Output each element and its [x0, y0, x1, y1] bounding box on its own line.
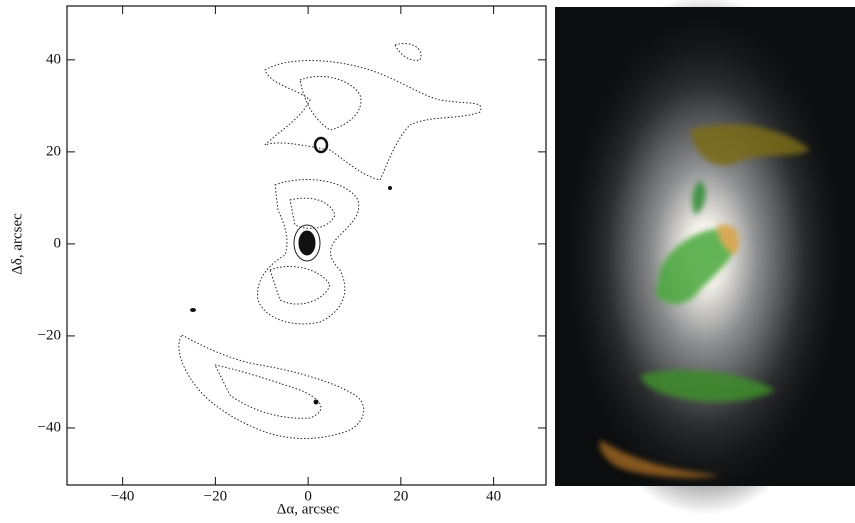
- y-tick-label: 20: [46, 143, 61, 159]
- x-tick-label: 0: [304, 488, 312, 504]
- y-tick-label: −20: [38, 327, 61, 343]
- knot: [315, 138, 327, 152]
- y-tick-label: 0: [54, 235, 62, 251]
- contours: [179, 43, 481, 438]
- x-tick-label: 20: [393, 488, 408, 504]
- y-tick-label: −40: [38, 419, 61, 435]
- y-tick-label: 40: [46, 51, 61, 67]
- page: Δα, arcsec Δδ, arcsec −40−2002040−40−200…: [0, 0, 855, 523]
- x-tick-label: −20: [204, 488, 227, 504]
- x-tick-label: 40: [486, 488, 501, 504]
- y-axis-label: Δδ, arcsec: [9, 213, 25, 275]
- x-tick-label: −40: [111, 488, 134, 504]
- galaxy-image: [555, 0, 855, 515]
- figure: Δα, arcsec Δδ, arcsec −40−2002040−40−200…: [0, 0, 855, 523]
- nucleus: [299, 231, 315, 255]
